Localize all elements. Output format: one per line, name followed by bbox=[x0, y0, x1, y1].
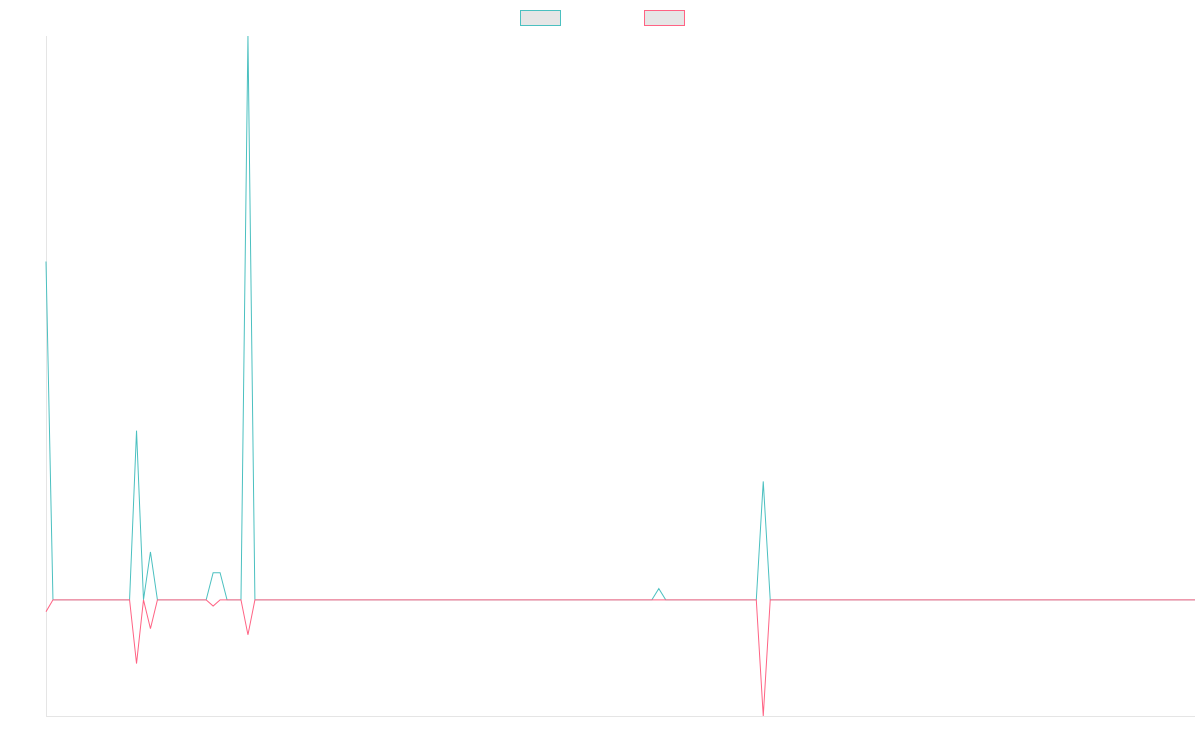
legend-swatch bbox=[520, 10, 561, 26]
legend-swatch bbox=[644, 10, 685, 26]
data-line bbox=[45, 35, 1195, 601]
data-line bbox=[45, 599, 1195, 717]
